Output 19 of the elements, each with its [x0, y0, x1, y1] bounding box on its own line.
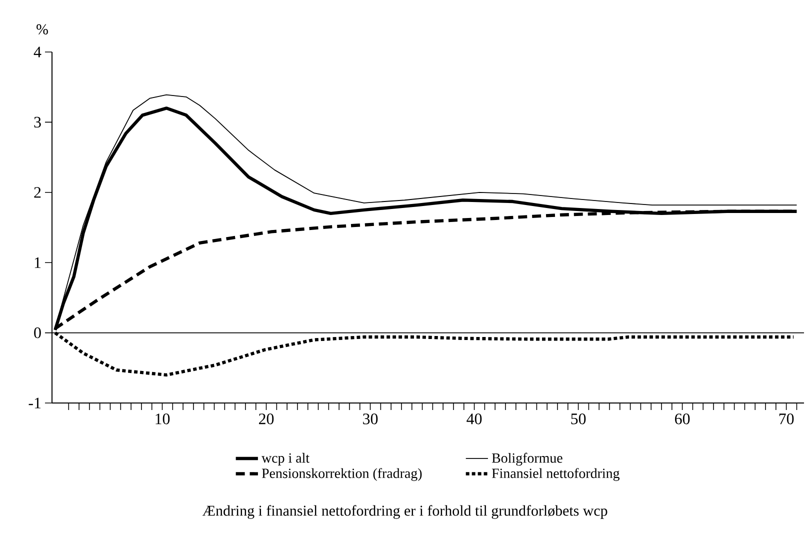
- text: Ændring i finansiel nettofordring er i forhold til grundforløbets wcp: [202, 505, 608, 519]
- y-tick-label: 0: [34, 327, 41, 338]
- legend-label: Boligformue: [492, 452, 562, 466]
- x-tick-label: 30: [363, 414, 378, 424]
- x-tick-label: 70: [779, 414, 794, 424]
- y-tick-label: 1: [34, 257, 41, 268]
- x-tick-label: 40: [466, 414, 482, 424]
- y-tick-label: 2: [34, 187, 41, 198]
- y-axis-title: %: [36, 24, 48, 34]
- x-tick-label: 10: [156, 414, 170, 424]
- y-tick-label: -1: [28, 398, 41, 408]
- x-tick-label: 60: [675, 414, 690, 424]
- y-tick-label: 3: [34, 116, 41, 128]
- legend-label: Pensionskorrektion (fradrag): [262, 468, 422, 481]
- legend-label: wcp i alt: [262, 452, 310, 466]
- legend-label: Finansiel nettofordring: [492, 468, 620, 481]
- x-tick-label: 20: [258, 414, 274, 424]
- y-tick-label: 4: [34, 46, 42, 58]
- x-tick-label: 50: [571, 414, 586, 424]
